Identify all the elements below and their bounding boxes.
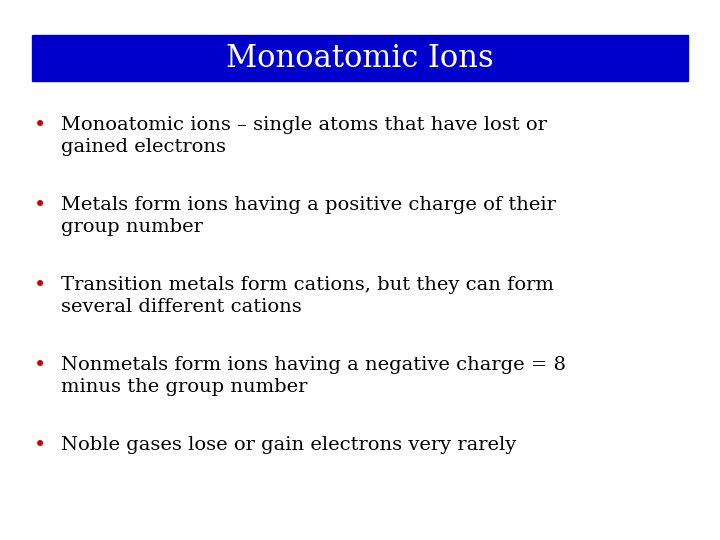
Text: Metals form ions having a positive charge of their
group number: Metals form ions having a positive charg… bbox=[61, 196, 556, 236]
Text: Nonmetals form ions having a negative charge = 8
minus the group number: Nonmetals form ions having a negative ch… bbox=[61, 356, 566, 396]
Text: Transition metals form cations, but they can form
several different cations: Transition metals form cations, but they… bbox=[61, 276, 554, 316]
Text: •: • bbox=[33, 276, 46, 295]
Text: Noble gases lose or gain electrons very rarely: Noble gases lose or gain electrons very … bbox=[61, 436, 516, 454]
Text: •: • bbox=[33, 436, 46, 455]
Text: •: • bbox=[33, 196, 46, 215]
Text: Monoatomic ions – single atoms that have lost or
gained electrons: Monoatomic ions – single atoms that have… bbox=[61, 116, 547, 156]
Text: •: • bbox=[33, 116, 46, 135]
Text: Monoatomic Ions: Monoatomic Ions bbox=[226, 43, 494, 73]
FancyBboxPatch shape bbox=[32, 35, 688, 81]
Text: •: • bbox=[33, 356, 46, 375]
